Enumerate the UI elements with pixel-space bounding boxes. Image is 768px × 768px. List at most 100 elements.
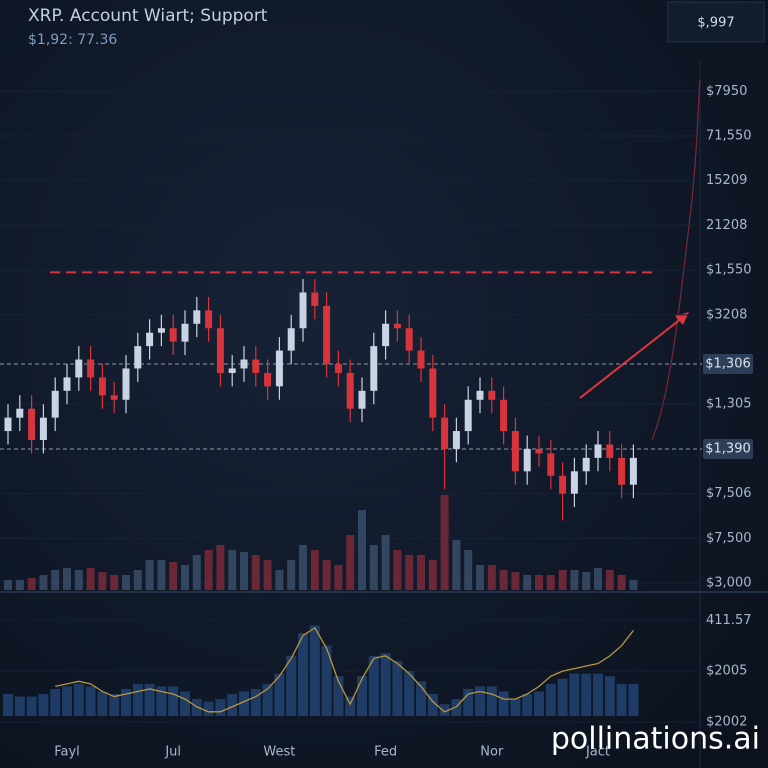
indicator-bar bbox=[97, 691, 108, 716]
candle-body bbox=[16, 408, 24, 418]
indicator-bar bbox=[404, 671, 415, 716]
indicator-bar bbox=[156, 686, 167, 716]
candle-body bbox=[500, 399, 508, 432]
indicator-bar bbox=[392, 660, 403, 716]
indicator-bar bbox=[463, 688, 474, 716]
y-tick-label: 21208 bbox=[706, 218, 747, 233]
x-tick-label: Nor bbox=[480, 745, 504, 760]
candle-body bbox=[594, 444, 602, 458]
candle-body bbox=[134, 346, 142, 369]
candle-body bbox=[559, 475, 567, 494]
trend-curve bbox=[651, 79, 701, 441]
volume-bar bbox=[74, 570, 83, 590]
y-tick-label: 71,550 bbox=[706, 129, 752, 144]
indicator-bar bbox=[510, 699, 521, 716]
candle-body bbox=[110, 395, 118, 400]
candle-body bbox=[98, 377, 106, 396]
volume-bar bbox=[251, 555, 260, 590]
volume-bar bbox=[558, 570, 567, 590]
badge: $,997 bbox=[697, 16, 734, 31]
volume-bar bbox=[51, 570, 60, 590]
indicator-bar bbox=[569, 673, 580, 716]
volume-bar bbox=[487, 565, 496, 590]
candle-body bbox=[382, 323, 390, 347]
indicator-bar bbox=[439, 704, 450, 716]
candle-body bbox=[464, 399, 472, 432]
y-tick-label: $3208 bbox=[706, 307, 747, 322]
y-tick-label: $1,305 bbox=[706, 397, 752, 412]
indicator-tick-label: $2005 bbox=[706, 664, 747, 679]
indicator-bar bbox=[191, 699, 202, 716]
candle-body bbox=[334, 364, 342, 373]
indicator-bar bbox=[498, 691, 509, 716]
candle-body bbox=[181, 323, 189, 342]
y-tick-label: 15209 bbox=[706, 173, 747, 188]
volume-bar bbox=[299, 545, 307, 590]
indicator-bar bbox=[416, 681, 426, 716]
candle-body bbox=[535, 448, 543, 454]
candle-body bbox=[28, 408, 36, 440]
candle-body bbox=[582, 457, 590, 472]
volume-bar bbox=[464, 550, 473, 590]
candle-body bbox=[476, 390, 484, 400]
candle-body bbox=[240, 359, 248, 369]
indicator-bar bbox=[321, 645, 332, 716]
candle-body bbox=[205, 310, 213, 329]
volume-bar bbox=[39, 575, 48, 590]
volume-bar bbox=[428, 560, 437, 590]
volume-bar bbox=[582, 572, 591, 590]
volume-bar bbox=[275, 570, 284, 590]
price-tag: $1,306 bbox=[705, 357, 751, 372]
candle-body bbox=[75, 359, 83, 378]
indicator-bar bbox=[522, 694, 533, 716]
candle-body bbox=[193, 310, 201, 324]
indicator-bar bbox=[593, 673, 603, 716]
volume-bar bbox=[617, 575, 626, 590]
volume-bar bbox=[452, 540, 461, 590]
volume-bar bbox=[346, 535, 355, 590]
chart-subtitle: $1,92: 77.36 bbox=[28, 32, 117, 48]
volume-bar bbox=[570, 570, 579, 590]
indicator-bar bbox=[109, 694, 120, 716]
indicator-bar bbox=[3, 694, 13, 716]
candle-body bbox=[429, 368, 437, 418]
candle-body bbox=[311, 292, 319, 306]
y-tick-label: $3,000 bbox=[706, 576, 752, 591]
candle-body bbox=[275, 350, 283, 387]
x-tick-label: Jul bbox=[164, 745, 181, 760]
indicator-bar bbox=[357, 676, 367, 716]
indicator-bar bbox=[26, 696, 37, 716]
indicator-bar bbox=[486, 686, 497, 716]
indicator-bar bbox=[203, 701, 214, 716]
x-tick-label: West bbox=[263, 745, 295, 760]
y-tick-label: $1,550 bbox=[706, 263, 752, 278]
volume-bar bbox=[110, 575, 119, 590]
candle-body bbox=[511, 431, 519, 472]
indicator-bar bbox=[262, 683, 273, 716]
indicator-bar bbox=[38, 694, 49, 716]
indicator-bar bbox=[475, 686, 485, 716]
annotation-arrow bbox=[579, 317, 683, 399]
y-tick-label: $7950 bbox=[706, 84, 747, 99]
indicator-bar bbox=[534, 691, 544, 716]
indicator-bar bbox=[368, 655, 379, 716]
volume-bar bbox=[169, 562, 178, 590]
indicator-bar bbox=[14, 696, 25, 716]
candle-body bbox=[488, 390, 496, 400]
candle-body bbox=[287, 328, 295, 351]
volume-bar bbox=[86, 568, 95, 590]
volume-bar bbox=[393, 550, 402, 590]
indicator-bar bbox=[286, 655, 297, 716]
price-tag-box bbox=[703, 354, 753, 374]
volume-bar bbox=[476, 565, 484, 590]
candle-body bbox=[157, 328, 165, 333]
indicator-bar bbox=[62, 686, 72, 716]
candle-body bbox=[346, 372, 354, 409]
volume-bar bbox=[322, 560, 331, 590]
volume-bar bbox=[27, 578, 36, 590]
volume-bar bbox=[594, 568, 602, 590]
candle-body bbox=[323, 305, 331, 364]
candle-body bbox=[216, 328, 224, 373]
